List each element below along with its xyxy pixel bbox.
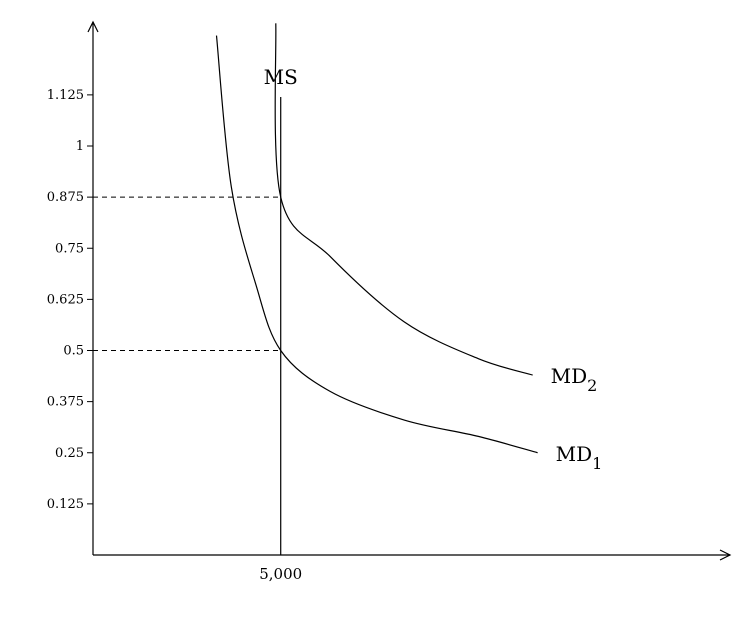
curve-labels: MD1 MD2 MS	[264, 65, 603, 473]
y-tick-label: 0.875	[47, 190, 84, 205]
guide-lines	[93, 196, 281, 351]
y-tick-label: 1.125	[47, 88, 84, 103]
money-supply-label: MS	[264, 65, 298, 89]
x-tick-label: 5,000	[259, 565, 302, 583]
money-demand-curve-1	[215, 35, 538, 454]
money-demand-label-1: MD1	[556, 442, 603, 473]
x-axis-arrow	[719, 549, 732, 561]
y-tick-label: 0.5	[63, 344, 84, 359]
y-tick-label: 1	[76, 139, 84, 154]
y-axis-ticks: 0.125 0.25 0.375 0.5 0.625 0.75 0.875 1 1.125	[47, 88, 93, 512]
money-demand-label-2: MD2	[551, 364, 598, 395]
y-tick-label: 0.25	[55, 446, 84, 461]
y-tick-label: 0.75	[55, 241, 84, 256]
demand-curves	[215, 23, 538, 555]
y-tick-label: 0.625	[47, 292, 84, 307]
y-tick-label: 0.375	[47, 395, 84, 410]
y-tick-label: 0.125	[47, 497, 84, 512]
y-axis-arrow	[87, 20, 99, 33]
x-axis-ticks: 5,000	[259, 565, 302, 583]
axes	[87, 20, 732, 561]
money-demand-curve-2	[274, 23, 533, 376]
